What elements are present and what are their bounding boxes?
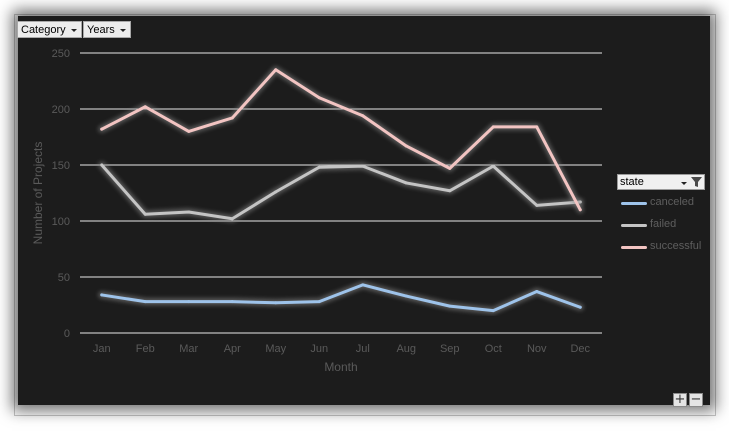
zoom-out-button[interactable]: −: [689, 393, 703, 407]
data-point: [491, 125, 495, 129]
x-tick-label: Dec: [570, 343, 590, 355]
x-tick-label: Aug: [396, 343, 416, 355]
data-point: [143, 300, 147, 304]
data-point: [448, 189, 452, 193]
data-point: [230, 300, 234, 304]
series-glow: [98, 66, 584, 214]
data-point: [274, 190, 278, 194]
data-point: [274, 68, 278, 72]
data-point: [448, 304, 452, 308]
legend-state-field-button[interactable]: state: [617, 174, 705, 190]
data-point: [274, 301, 278, 305]
x-tick-label: Jan: [93, 343, 111, 355]
data-point: [404, 181, 408, 185]
data-point: [491, 309, 495, 313]
x-tick-label: Oct: [485, 343, 502, 355]
data-point: [578, 208, 582, 212]
legend-swatch: [621, 202, 647, 205]
zoom-in-label: +: [674, 392, 686, 407]
zoom-in-button[interactable]: +: [673, 393, 687, 407]
data-point: [143, 212, 147, 216]
y-tick-label: 100: [52, 216, 70, 228]
data-point: [187, 300, 191, 304]
category-field-label: Category: [21, 24, 66, 36]
filter-icon[interactable]: [690, 176, 703, 188]
data-point: [317, 96, 321, 100]
series-line-successful: [100, 68, 582, 212]
data-point: [187, 129, 191, 133]
data-point: [187, 210, 191, 214]
data-point: [317, 300, 321, 304]
series-successful: [98, 66, 584, 214]
data-point: [535, 290, 539, 294]
legend-swatch: [621, 224, 647, 227]
category-field-button[interactable]: Category: [17, 21, 82, 38]
data-point: [230, 116, 234, 120]
data-point: [230, 217, 234, 221]
y-tick-label: 150: [52, 160, 70, 172]
years-field-button[interactable]: Years: [83, 21, 131, 38]
x-tick-label: Jun: [310, 343, 328, 355]
data-point: [361, 283, 365, 287]
data-point: [578, 305, 582, 309]
x-tick-label: Nov: [527, 343, 547, 355]
chevron-down-icon: [681, 182, 687, 185]
x-tick-label: Feb: [136, 343, 155, 355]
series-glow: [98, 161, 584, 223]
y-tick-label: 0: [64, 328, 70, 340]
data-point: [491, 164, 495, 168]
series-failed: [98, 161, 584, 223]
x-tick-label: Jul: [356, 343, 370, 355]
years-field-label: Years: [87, 24, 115, 36]
chevron-down-icon: [120, 29, 126, 32]
data-point: [361, 114, 365, 118]
data-point: [535, 203, 539, 207]
x-tick-label: Apr: [224, 343, 241, 355]
y-tick-label: 250: [52, 48, 70, 60]
y-axis-title: Number of Projects: [31, 142, 45, 245]
data-point: [361, 164, 365, 168]
legend-label: failed: [650, 218, 677, 230]
x-tick-label: Sep: [440, 343, 460, 355]
y-tick-label: 50: [58, 272, 70, 284]
chevron-down-icon: [71, 29, 77, 32]
data-point: [535, 125, 539, 129]
legend-label: canceled: [650, 196, 695, 208]
x-axis-title: Month: [324, 360, 357, 374]
x-tick-label: Mar: [179, 343, 198, 355]
series-line-failed: [100, 163, 582, 221]
data-point: [100, 127, 104, 131]
legend-swatch: [621, 246, 647, 249]
data-point: [143, 105, 147, 109]
data-point: [448, 166, 452, 170]
y-tick-label: 200: [52, 104, 70, 116]
legend-title: state: [620, 176, 644, 188]
legend-label: successful: [650, 240, 702, 252]
series-line-canceled: [100, 283, 582, 313]
series-glow: [98, 281, 584, 315]
series-canceled: [98, 281, 584, 315]
data-point: [100, 293, 104, 297]
data-point: [404, 294, 408, 298]
zoom-out-label: −: [690, 392, 702, 407]
data-point: [404, 144, 408, 148]
data-point: [317, 165, 321, 169]
plot-area: [18, 16, 710, 405]
x-tick-label: May: [265, 343, 286, 355]
data-point: [100, 163, 104, 167]
